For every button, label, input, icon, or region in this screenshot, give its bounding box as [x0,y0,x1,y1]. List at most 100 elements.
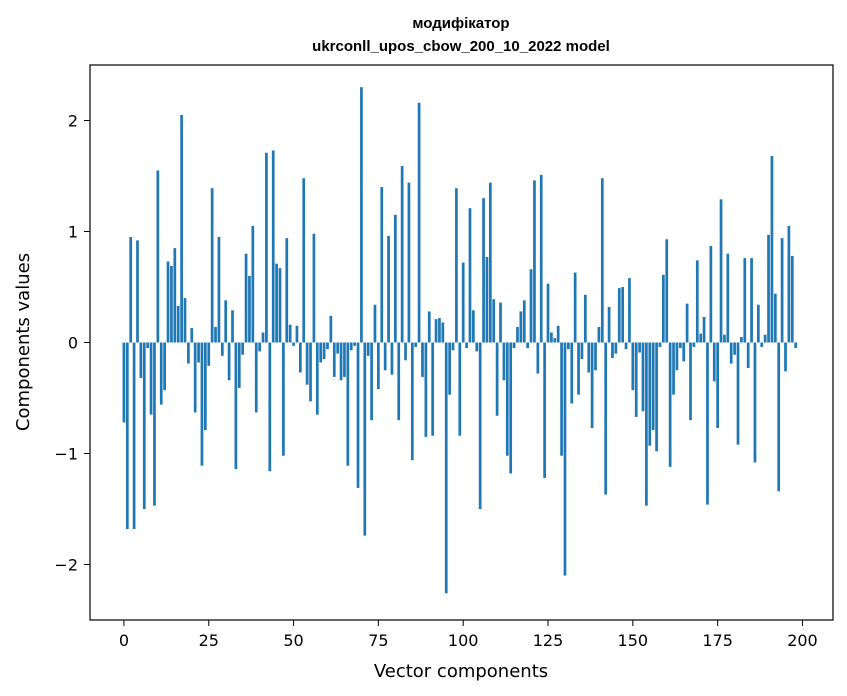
bar-21 [193,342,197,413]
bar-95 [444,342,448,594]
bar-100 [461,262,465,343]
bar-136 [583,294,587,343]
bar-151 [634,342,638,417]
bar-186 [753,342,757,463]
bar-110 [495,342,499,416]
bar-58 [319,342,323,363]
bar-109 [492,299,496,343]
bar-17 [180,114,183,343]
bar-189 [763,334,767,343]
bar-42 [265,152,268,343]
bar-54 [305,342,309,385]
bar-141 [600,178,604,343]
bar-76 [380,187,384,343]
bar-41 [261,332,265,343]
bar-123 [539,174,543,343]
bar-160 [665,239,669,343]
bar-166 [685,303,689,343]
bar-77 [383,342,387,371]
bar-80 [393,214,397,343]
bar-59 [322,342,326,360]
bar-82 [400,166,404,343]
bar-97 [451,342,455,351]
bar-188 [760,342,764,347]
bar-7 [146,342,150,349]
bar-139 [594,342,597,371]
y-tick-label: −1 [54,445,78,464]
bar-187 [757,304,760,343]
bar-36 [244,253,248,343]
y-tick-label: 2 [68,112,78,131]
bar-13 [166,261,170,343]
bar-156 [651,342,655,431]
bar-40 [258,342,261,352]
bar-167 [689,342,692,421]
x-tick-label: 100 [448,631,479,650]
bar-130 [563,342,567,576]
bar-2 [129,237,133,343]
bar-148 [624,342,628,350]
bar-180 [733,342,736,355]
bar-159 [662,274,665,343]
bar-25 [207,342,211,366]
bar-19 [187,342,190,364]
bar-35 [241,342,245,355]
bar-33 [234,342,238,470]
bar-178 [726,253,730,343]
bar-62 [332,342,336,377]
bar-87 [417,102,421,343]
bar-63 [336,342,340,354]
bar-132 [570,342,574,404]
x-tick-label: 50 [283,631,303,650]
bar-157 [655,342,658,452]
bar-45 [275,263,278,343]
bar-172 [706,342,709,505]
x-tick-label: 0 [119,631,129,650]
bar-1 [125,342,129,529]
bar-38 [251,225,255,343]
bar-34 [237,342,241,389]
bar-103 [472,310,475,343]
bar-65 [343,342,346,377]
bar-90 [427,311,431,343]
bar-129 [560,342,563,456]
bar-71 [363,342,367,536]
bar-46 [278,268,282,343]
bar-102 [468,208,472,343]
y-tick-label: 0 [68,334,78,353]
bar-29 [220,342,224,356]
x-tick-label: 75 [368,631,388,650]
bar-155 [648,342,652,446]
bar-84 [407,182,411,343]
y-tick-label: 1 [68,223,78,242]
bar-10 [156,170,160,343]
bar-68 [353,342,356,346]
bar-47 [282,342,285,456]
chart-title: модифікатор [412,15,509,32]
bar-113 [505,342,509,456]
bar-3 [132,342,136,529]
bar-137 [587,342,591,373]
bar-52 [298,342,302,373]
bar-93 [438,318,441,343]
bar-143 [607,306,611,343]
bar-89 [424,342,428,437]
bar-174 [712,342,716,382]
x-tick-label: 25 [199,631,219,650]
bar-126 [550,332,553,343]
bar-179 [729,342,733,364]
bar-99 [458,342,462,436]
bar-153 [641,342,645,412]
bar-53 [302,178,306,343]
bar-193 [777,342,781,492]
bar-121 [533,180,536,343]
bar-198 [794,342,798,349]
bar-112 [502,342,506,381]
bar-15 [173,248,177,343]
bar-190 [767,234,770,343]
bar-98 [455,188,458,343]
bar-91 [431,342,435,436]
x-tick-label: 175 [702,631,733,650]
bar-4 [136,240,139,343]
bar-158 [658,342,662,347]
